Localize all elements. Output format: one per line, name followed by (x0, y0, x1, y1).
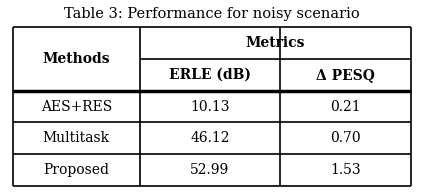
Text: 10.13: 10.13 (190, 100, 230, 113)
Text: Δ PESQ: Δ PESQ (316, 68, 375, 82)
Text: Metrics: Metrics (246, 36, 305, 50)
Text: Multitask: Multitask (43, 132, 110, 145)
Text: 0.21: 0.21 (330, 100, 361, 113)
Text: Table 3: Performance for noisy scenario: Table 3: Performance for noisy scenario (64, 7, 360, 21)
Text: 0.70: 0.70 (330, 132, 361, 145)
Text: 52.99: 52.99 (190, 163, 229, 177)
Text: 1.53: 1.53 (330, 163, 361, 177)
Text: 46.12: 46.12 (190, 132, 230, 145)
Text: ERLE (dB): ERLE (dB) (169, 68, 251, 82)
Text: Methods: Methods (42, 52, 110, 66)
Text: AES+RES: AES+RES (41, 100, 112, 113)
Text: Proposed: Proposed (43, 163, 109, 177)
